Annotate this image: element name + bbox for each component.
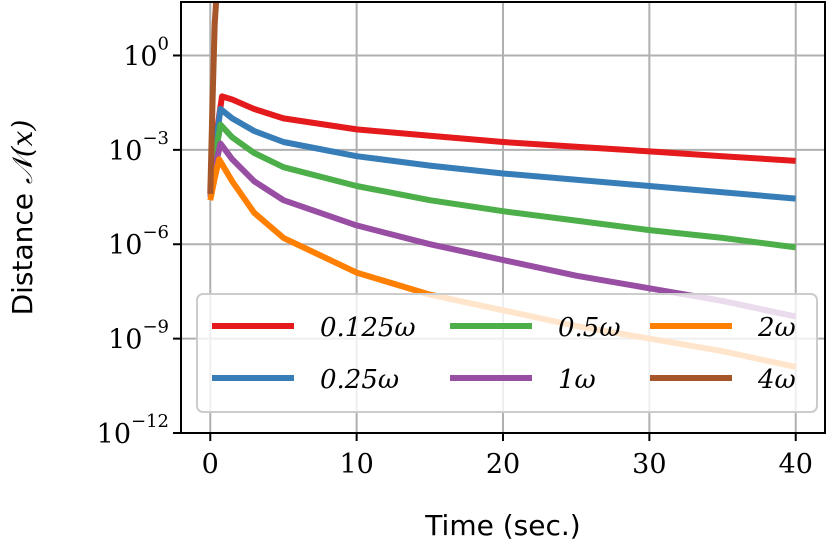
legend-label: 0.25ω <box>320 365 399 395</box>
x-tick-label: 20 <box>486 449 520 480</box>
y-axis-label-text: Distance <box>6 193 39 315</box>
y-tick-base: 10 <box>108 230 142 261</box>
legend-item: 0.25ω <box>212 365 399 395</box>
y-tick-label: 010 <box>123 33 169 72</box>
legend-label: 4ω <box>757 365 796 395</box>
legend-item: 2ω <box>650 313 796 343</box>
y-tick-label: −310 <box>108 128 169 167</box>
legend: 0.125ω 0.25ω 0.5ω 1ω 2ω 4ω <box>196 293 818 413</box>
legend-item: 0.5ω <box>450 313 621 343</box>
series-line <box>207 2 220 194</box>
y-tick-base: 10 <box>108 325 142 356</box>
y-tick-exponent: −3 <box>142 128 169 149</box>
legend-label: 2ω <box>757 313 796 343</box>
x-tick-label: 30 <box>632 449 666 480</box>
series-line <box>207 140 797 320</box>
series-line <box>207 121 797 251</box>
y-tick-label: −910 <box>108 317 169 356</box>
legend-item: 0.125ω <box>212 313 416 343</box>
y-tick-exponent: −12 <box>131 411 169 432</box>
y-tick-exponent: 0 <box>158 33 169 54</box>
legend-label: 1ω <box>558 365 596 395</box>
legend-label: 0.5ω <box>558 313 621 343</box>
y-tick-label: −610 <box>108 222 169 261</box>
y-tick-base: 10 <box>123 41 157 72</box>
legend-item: 1ω <box>450 365 596 395</box>
x-tick-label: 10 <box>339 449 373 480</box>
x-axis-label: Time (sec.) <box>424 509 580 542</box>
y-tick-base: 10 <box>97 419 131 450</box>
series-line <box>207 93 796 188</box>
legend-label: 0.125ω <box>320 313 416 343</box>
x-tick-label: 0 <box>202 449 219 480</box>
y-tick-exponent: −6 <box>142 222 169 243</box>
legend-item: 4ω <box>650 365 796 395</box>
legend-box <box>196 293 818 413</box>
y-tick-exponent: −9 <box>142 317 169 338</box>
x-tick-label: 40 <box>779 449 813 480</box>
series-line <box>207 106 796 202</box>
y-axis-label: Distance 𝒩(x) <box>6 120 39 316</box>
y-axis-label-math: 𝒩(x) <box>6 120 39 184</box>
y-tick-base: 10 <box>108 136 142 167</box>
